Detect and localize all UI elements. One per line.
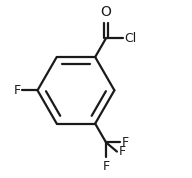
Text: F: F [118,145,125,158]
Text: F: F [14,84,21,97]
Text: F: F [103,160,110,173]
Text: Cl: Cl [124,32,136,45]
Text: F: F [122,136,129,149]
Text: O: O [101,5,112,19]
